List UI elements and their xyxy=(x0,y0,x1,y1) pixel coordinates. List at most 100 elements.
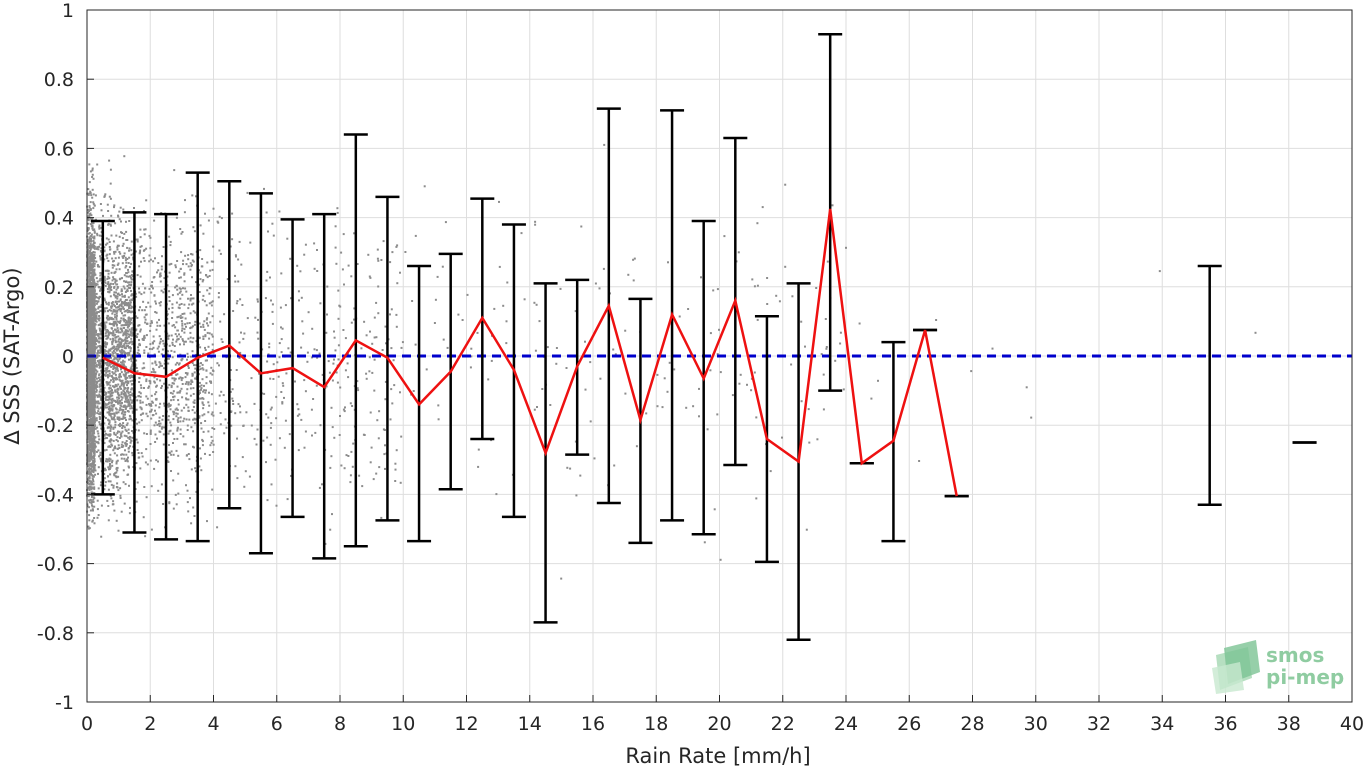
scatter-point xyxy=(88,407,91,410)
scatter-point xyxy=(184,340,187,343)
scatter-point xyxy=(87,410,90,413)
scatter-point xyxy=(89,316,92,319)
scatter-point xyxy=(88,468,91,471)
scatter-point xyxy=(129,391,132,394)
scatter-point xyxy=(188,322,191,324)
scatter-point xyxy=(204,346,206,349)
scatter-point xyxy=(178,287,181,290)
scatter-point xyxy=(116,323,118,326)
scatter-point xyxy=(114,341,117,344)
scatter-point xyxy=(127,262,130,264)
scatter-point xyxy=(161,385,163,388)
scatter-point xyxy=(95,382,98,385)
scatter-point xyxy=(116,306,119,309)
scatter-point xyxy=(100,380,103,383)
scatter-point xyxy=(130,310,133,313)
scatter-point xyxy=(90,421,93,424)
scatter-point xyxy=(122,481,125,484)
scatter-point xyxy=(190,468,193,471)
scatter-point xyxy=(91,314,94,317)
scatter-point xyxy=(186,322,189,325)
scatter-point xyxy=(112,486,115,489)
scatter-point xyxy=(189,297,192,300)
scatter-point xyxy=(135,359,138,362)
scatter-point xyxy=(182,339,184,342)
scatter-point xyxy=(140,408,143,411)
scatter-point xyxy=(201,367,204,370)
scatter-point xyxy=(106,257,109,260)
scatter-point xyxy=(91,461,94,464)
scatter-point xyxy=(95,260,98,263)
scatter-point xyxy=(107,318,110,321)
scatter-point xyxy=(92,293,95,296)
scatter-point xyxy=(130,405,133,408)
scatter-point xyxy=(90,486,93,489)
scatter-point xyxy=(87,433,89,436)
scatter-point xyxy=(96,516,99,519)
scatter-point xyxy=(125,371,128,374)
scatter-point xyxy=(114,373,117,376)
scatter-point xyxy=(122,384,125,387)
scatter-point xyxy=(130,383,133,386)
scatter-point xyxy=(116,358,119,361)
scatter-point xyxy=(191,259,194,262)
scatter-point xyxy=(111,351,114,354)
scatter-point xyxy=(93,379,96,382)
scatter-point xyxy=(107,269,110,272)
scatter-point xyxy=(96,163,99,166)
scatter-point xyxy=(185,381,188,384)
scatter-point xyxy=(152,335,155,338)
scatter-point xyxy=(112,308,115,311)
scatter-point xyxy=(187,367,190,369)
scatter-point xyxy=(108,426,110,429)
scatter-point xyxy=(100,376,103,379)
scatter-point xyxy=(177,403,180,406)
scatter-point xyxy=(88,275,91,278)
scatter-point xyxy=(112,240,115,243)
scatter-point xyxy=(135,438,138,441)
scatter-point xyxy=(131,410,134,413)
scatter-point xyxy=(90,458,93,461)
scatter-point xyxy=(98,234,101,237)
scatter-point xyxy=(91,371,94,374)
scatter-point xyxy=(170,386,173,389)
scatter-point xyxy=(183,406,186,409)
scatter-point xyxy=(94,312,97,315)
scatter-point xyxy=(105,356,108,359)
scatter-point xyxy=(141,401,144,404)
scatter-point xyxy=(98,265,101,268)
scatter-point xyxy=(114,390,117,393)
scatter-point xyxy=(86,287,89,290)
scatter-point xyxy=(87,325,90,328)
scatter-point xyxy=(92,418,95,421)
scatter-point xyxy=(105,301,107,304)
scatter-point xyxy=(89,509,92,512)
scatter-point xyxy=(113,285,116,288)
scatter-point xyxy=(92,456,95,459)
scatter-point xyxy=(131,363,134,366)
scatter-point xyxy=(155,398,158,401)
scatter-point xyxy=(207,219,210,222)
scatter-point xyxy=(118,235,121,238)
scatter-point xyxy=(116,293,119,296)
scatter-point xyxy=(113,474,116,477)
scatter-point xyxy=(193,422,196,425)
scatter-point xyxy=(87,227,90,229)
scatter-point xyxy=(116,440,119,443)
scatter-point xyxy=(198,291,201,293)
scatter-point xyxy=(175,301,178,304)
scatter-point xyxy=(99,322,102,325)
scatter-point xyxy=(94,373,97,376)
scatter-point xyxy=(124,460,127,462)
scatter-point xyxy=(95,314,98,317)
scatter-point xyxy=(109,287,112,290)
scatter-point xyxy=(93,381,96,384)
scatter-point xyxy=(93,230,96,233)
scatter-point xyxy=(199,325,202,328)
scatter-point xyxy=(86,290,89,293)
scatter-point xyxy=(113,252,116,255)
scatter-point xyxy=(129,445,131,448)
scatter-point xyxy=(89,486,92,489)
scatter-point xyxy=(158,416,161,419)
scatter-point xyxy=(172,507,175,510)
